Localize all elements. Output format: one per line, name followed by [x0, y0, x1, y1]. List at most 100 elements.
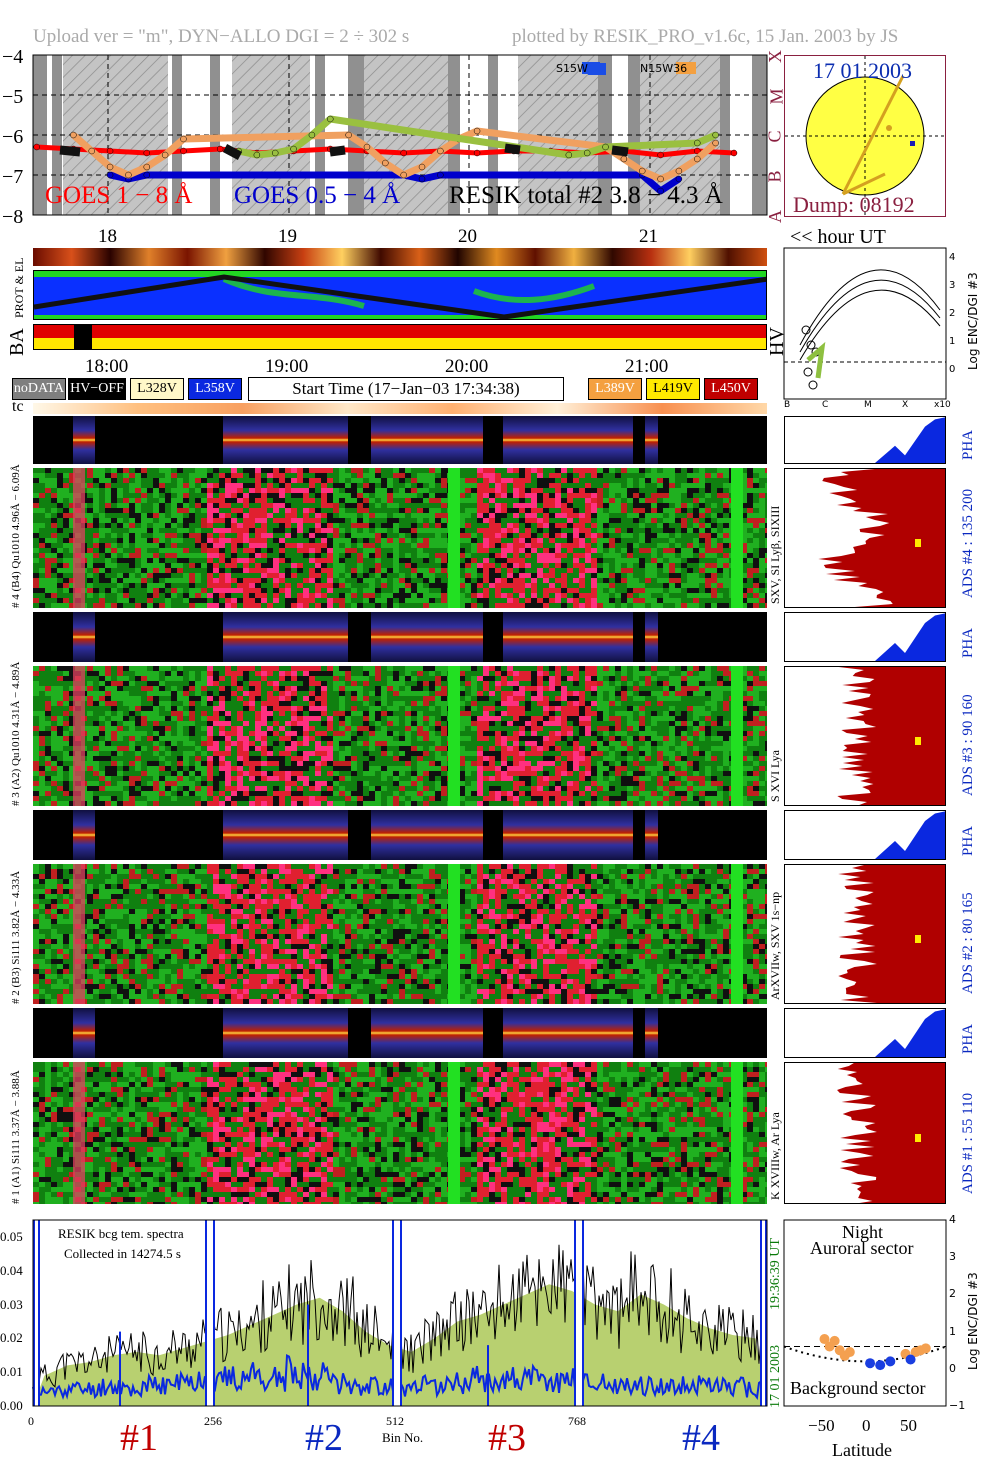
goes-point-3-9 [694, 139, 701, 147]
goes-point-2-18 [657, 175, 664, 183]
pha-band-2 [371, 612, 483, 662]
goes-point-3-8 [602, 143, 609, 151]
goes-point-2-5 [161, 151, 169, 159]
pha-band-3 [503, 612, 633, 662]
goes-point-0-10 [400, 149, 407, 157]
spectrum-note-1: RESIK bcg tem. spectra [58, 1226, 184, 1241]
goes-point-2-6 [180, 135, 187, 143]
hour-tick-18: 18 [98, 226, 117, 247]
hv-xtick-2: M [864, 400, 872, 410]
channel-4-heatmap [33, 468, 767, 608]
plotted-by-text: plotted by RESIK_PRO_v1.6c, 15 Jan. 2003… [512, 26, 899, 47]
spectrum-xlabel: Bin No. [382, 1430, 424, 1445]
legend-l419v: L419V [646, 378, 700, 400]
pha-band-1 [223, 612, 348, 662]
hv-ytick-1: 3 [949, 280, 956, 291]
spectrum-divider-3 [574, 1220, 584, 1406]
resik-black-seg-0 [59, 145, 81, 157]
goes-point-2-19 [675, 167, 683, 175]
pha-band-3 [503, 416, 633, 464]
background-sector-label: Background sector [790, 1378, 926, 1398]
spectrum-xtick-256: 256 [204, 1414, 222, 1428]
section-label-2: #2 [305, 1417, 343, 1459]
channel-2-heatmap [33, 864, 767, 1004]
section-label-3: #3 [488, 1417, 526, 1459]
latitude-xlabel: Latitude [832, 1440, 892, 1460]
pha-band-1 [223, 1008, 348, 1058]
hour-tick-21: 21 [639, 226, 658, 247]
goes-point-1-8 [675, 175, 683, 183]
lat-xtick-m50: −50 [808, 1416, 835, 1435]
channel-3-ads-histogram [784, 666, 946, 806]
goes-point-0-17 [657, 151, 664, 159]
pha-band-2 [371, 810, 483, 860]
goes-point-3-10 [712, 131, 719, 139]
goes-point-2-17 [638, 167, 646, 175]
region-label-n15w36: N15W36 [640, 62, 688, 75]
spectrum-ytick-0: 0.05 [0, 1228, 23, 1244]
hour-tick-20: 20 [458, 226, 477, 247]
channel-3-pha-strip [33, 612, 767, 662]
night-label: Night [842, 1222, 884, 1242]
goes-point-2-21 [712, 139, 719, 147]
pha-band-2 [371, 1008, 483, 1058]
sun-date: 17 01 2003 [813, 58, 912, 83]
latitude-ytick-1: 3 [949, 1250, 956, 1264]
hv-ytick-3: 1 [949, 336, 956, 347]
pha-band-2 [371, 416, 483, 464]
goes-point-0-19 [730, 149, 738, 157]
time-tick-21: 21:00 [625, 356, 669, 377]
latitude-point-1-1 [875, 1360, 886, 1371]
latitude-ytick-3: 1 [949, 1324, 956, 1338]
latitude-point-1-2 [885, 1356, 896, 1367]
channel-4-ads-histogram [784, 468, 946, 608]
goes-point-2-14 [473, 127, 481, 135]
goes-ytick-4: −8 [2, 206, 24, 228]
goes-point-2-11 [418, 163, 426, 171]
hour-tick-19: 19 [278, 226, 297, 247]
goes-point-3-6 [565, 151, 573, 159]
spectrum-divider-0 [33, 1220, 40, 1406]
pha-band-3 [503, 810, 633, 860]
legend-goes-0-5-4: GOES 0.5 − 4 Å [234, 182, 401, 209]
hv-plot-svg [783, 247, 947, 400]
hv-xtick-3: X [902, 400, 909, 410]
time-tick-18: 18:00 [85, 356, 129, 377]
auroral-sector-label: Auroral sector [810, 1238, 914, 1258]
channel-1-ads-histogram [784, 1062, 946, 1204]
region-label-s15w: S15W [556, 62, 606, 75]
latitude-ytick-2: 2 [949, 1287, 956, 1301]
pha-band-4 [645, 1008, 658, 1058]
legend-l358v: L358V [188, 378, 242, 400]
goes-point-2-1 [88, 147, 95, 155]
resik-black-seg-4 [611, 145, 629, 157]
latitude-ytick-5: −1 [949, 1399, 966, 1412]
lat-xtick-50: 50 [900, 1416, 917, 1435]
resik-black-seg-2 [329, 145, 346, 157]
channel-1-pha-histogram [784, 1008, 946, 1058]
spectrum-ytick-2: 0.03 [0, 1296, 23, 1312]
goes-point-1-2 [143, 171, 151, 179]
goes-point-1-0 [106, 171, 114, 179]
tc-label: tc [12, 398, 24, 415]
nodata-band-1 [52, 55, 62, 215]
goes-point-2-7 [345, 131, 352, 139]
goes-point-0-12 [473, 149, 481, 157]
ba-strip [33, 324, 767, 350]
spectrum-ytick-4: 0.01 [0, 1364, 23, 1380]
channel-1-heatmap [33, 1062, 767, 1204]
pha-band-0 [73, 810, 95, 860]
goes-ytick-0: −4 [2, 46, 24, 68]
latitude-point-0-0 [819, 1334, 830, 1345]
pha-band-4 [645, 416, 658, 464]
goes-point-0-0 [33, 143, 40, 151]
hv-ytick-0: 4 [949, 252, 956, 263]
latitude-point-0-9 [920, 1343, 931, 1354]
spectrum-divider-2 [392, 1220, 402, 1406]
hv-ytick-2: 2 [949, 308, 956, 319]
goes-point-0-18 [694, 147, 701, 155]
channel-3-heatmap [33, 666, 767, 806]
pha-band-3 [503, 1008, 633, 1058]
goes-point-2-2 [106, 163, 114, 171]
